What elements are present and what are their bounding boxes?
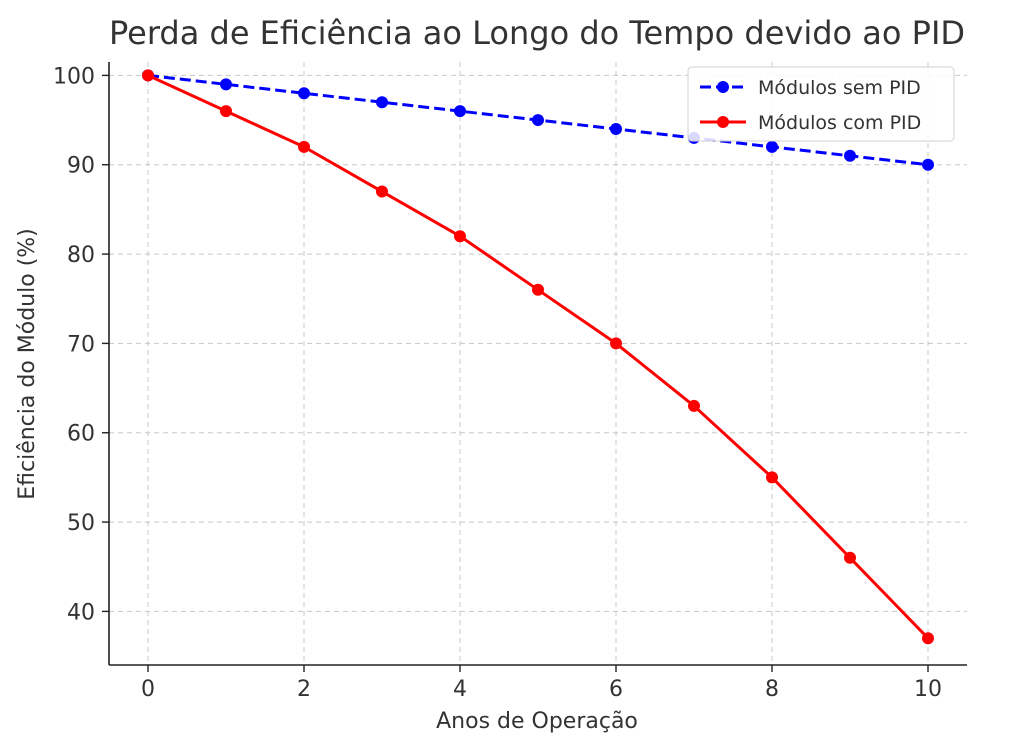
data-point-sem-pid bbox=[298, 87, 310, 100]
y-tick-label: 60 bbox=[67, 422, 95, 447]
data-point-com-pid bbox=[922, 632, 934, 645]
x-tick-label: 10 bbox=[914, 677, 942, 702]
data-point-sem-pid bbox=[454, 105, 466, 118]
y-tick-label: 40 bbox=[67, 600, 95, 625]
legend: Módulos sem PID Módulos com PID bbox=[687, 66, 955, 142]
data-point-com-pid bbox=[610, 337, 622, 350]
data-point-com-pid bbox=[532, 283, 544, 296]
data-point-com-pid bbox=[142, 69, 154, 82]
series-line-com-pid bbox=[147, 74, 930, 640]
legend-swatch-marker-sem-pid bbox=[717, 81, 729, 93]
x-tick-label: 8 bbox=[765, 677, 779, 702]
data-point-sem-pid bbox=[766, 140, 778, 153]
y-tick-label: 80 bbox=[67, 243, 95, 268]
data-point-com-pid bbox=[766, 471, 778, 484]
x-axis-label: Anos de Operação bbox=[436, 709, 638, 734]
x-tick-label: 0 bbox=[141, 677, 155, 702]
chart-title: Perda de Eficiência ao Longo do Tempo de… bbox=[109, 14, 965, 52]
data-point-com-pid bbox=[844, 551, 856, 564]
data-point-sem-pid bbox=[220, 78, 232, 91]
ticks-layer: 0 2 4 6 8 10 40 50 60 70 80 90 100 bbox=[53, 64, 942, 702]
data-point-com-pid bbox=[688, 399, 700, 412]
data-point-sem-pid bbox=[610, 123, 622, 135]
data-point-com-pid bbox=[298, 140, 310, 153]
y-tick-label: 90 bbox=[67, 154, 95, 179]
y-tick-label: 50 bbox=[67, 511, 95, 536]
data-point-com-pid bbox=[376, 185, 388, 198]
x-tick-label: 2 bbox=[297, 677, 311, 702]
data-point-com-pid bbox=[454, 230, 466, 243]
grid-layer bbox=[109, 62, 967, 665]
y-tick-label: 70 bbox=[67, 332, 95, 357]
data-point-sem-pid bbox=[376, 96, 388, 109]
series-layer bbox=[142, 69, 934, 645]
y-axis-label: Eficiência do Módulo (%) bbox=[15, 228, 40, 500]
legend-label-sem-pid: Módulos sem PID bbox=[758, 77, 921, 99]
data-point-sem-pid bbox=[844, 149, 856, 162]
data-point-sem-pid bbox=[532, 114, 544, 127]
legend-box bbox=[687, 66, 955, 142]
data-point-com-pid bbox=[220, 105, 232, 118]
x-tick-label: 4 bbox=[453, 677, 467, 702]
x-tick-label: 6 bbox=[609, 677, 623, 702]
y-tick-label: 100 bbox=[53, 64, 95, 89]
legend-swatch-marker-com-pid bbox=[717, 116, 729, 128]
data-point-sem-pid bbox=[922, 158, 934, 171]
legend-label-com-pid: Módulos com PID bbox=[758, 112, 921, 134]
axes-layer bbox=[108, 62, 967, 666]
